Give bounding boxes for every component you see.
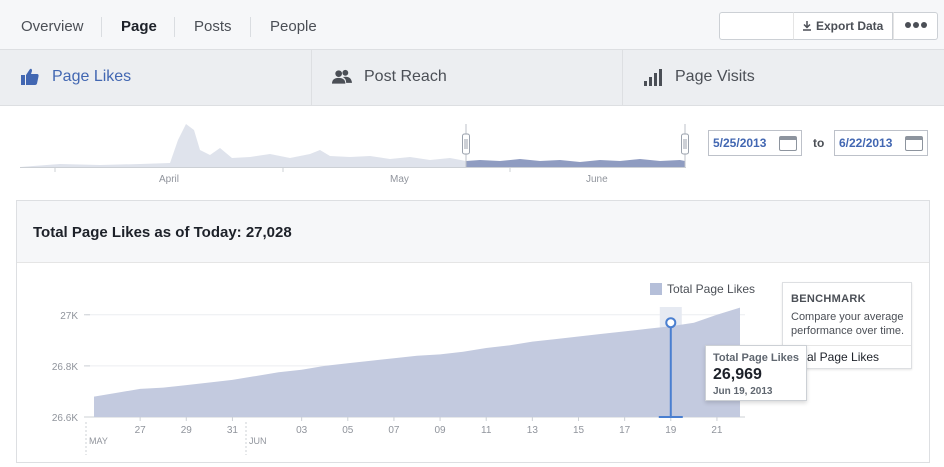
x-tick-label: 05	[342, 425, 354, 436]
start-date-input[interactable]: 5/25/2013	[708, 130, 802, 156]
chart-tooltip: Total Page Likes 26,969 Jun 19, 2013	[705, 345, 807, 401]
y-tick-label: 26.8K	[52, 362, 78, 373]
metric-tabs: Page Likes Post Reach Page Visits	[0, 50, 944, 106]
export-data-label: Export Data	[816, 19, 884, 33]
metric-tab-post-reach[interactable]: Post Reach	[312, 50, 623, 106]
y-tick-label: 26.6K	[52, 413, 78, 424]
tab-divider	[174, 17, 175, 37]
x-tick-label: 27	[135, 425, 147, 436]
tab-people[interactable]: People	[270, 18, 317, 35]
x-tick-label: 31	[227, 425, 239, 436]
x-tick-label: 09	[435, 425, 447, 436]
panel-header: Total Page Likes as of Today: 27,028	[17, 201, 929, 263]
page-likes-panel: Total Page Likes as of Today: 27,028	[16, 200, 930, 463]
total-page-likes-area	[94, 307, 740, 417]
metric-tab-page-visits[interactable]: Page Visits	[623, 50, 944, 106]
range-month-label: May	[390, 174, 409, 185]
tab-page[interactable]: Page	[121, 18, 157, 35]
benchmark-item-total-page-likes[interactable]: Total Page Likes	[783, 345, 911, 369]
toolbar-blank-button[interactable]	[719, 12, 793, 40]
tab-divider	[101, 17, 102, 37]
tab-posts[interactable]: Posts	[194, 18, 232, 35]
legend-label: Total Page Likes	[667, 282, 756, 296]
end-date-input[interactable]: 6/22/2013	[834, 130, 928, 156]
x-tick-label: 29	[181, 425, 193, 436]
range-overview-area	[20, 124, 466, 167]
range-month-ticks	[54, 167, 511, 172]
y-tick-label: 27K	[60, 311, 78, 322]
range-month-label: April	[159, 174, 180, 185]
x-tick-label: 11	[481, 425, 492, 436]
benchmark-box: BENCHMARK Compare your average performan…	[782, 282, 912, 369]
x-tick-label: 07	[388, 425, 400, 436]
end-date-value: 6/22/2013	[839, 136, 893, 150]
metric-tab-page-likes[interactable]: Page Likes	[0, 50, 312, 106]
people-icon	[332, 69, 352, 84]
page-likes-chart[interactable]: 27 29 31 03 05 07 09 11 13 15 17 19 21 26.6K 26.8K 27K…	[0, 262, 780, 467]
thumbs-up-icon	[21, 68, 39, 85]
range-overview-chart[interactable]	[0, 110, 700, 190]
date-range-to-label: to	[813, 136, 825, 150]
x-tick-label: 21	[711, 425, 723, 436]
export-data-button[interactable]: Export Data	[793, 12, 893, 40]
month-label: JUN	[249, 436, 267, 446]
x-tick-label: 03	[296, 425, 308, 436]
tooltip-date: Jun 19, 2013	[713, 386, 773, 397]
ellipsis-icon	[904, 16, 928, 33]
x-tick-label: 15	[573, 425, 585, 436]
start-date-value: 5/25/2013	[713, 136, 767, 150]
download-icon	[803, 21, 811, 31]
benchmark-title: BENCHMARK	[791, 293, 866, 305]
tab-divider	[250, 17, 251, 37]
legend-swatch	[650, 283, 662, 295]
x-tick-label: 13	[527, 425, 539, 436]
top-nav: Overview Page Posts People Export Data	[0, 0, 944, 50]
range-month-label: June	[586, 174, 608, 185]
range-selected-area	[466, 159, 685, 167]
metric-label-page-visits: Page Visits	[675, 68, 755, 85]
x-tick-label: 17	[619, 425, 631, 436]
metric-label-page-likes: Page Likes	[52, 68, 132, 85]
tooltip-label: Total Page Likes	[713, 352, 799, 364]
calendar-icon[interactable]	[779, 136, 797, 151]
highlight-point	[665, 317, 677, 329]
tab-overview[interactable]: Overview	[21, 18, 84, 35]
x-tick-label: 19	[665, 425, 677, 436]
calendar-icon[interactable]	[905, 136, 923, 151]
range-right-handle[interactable]	[681, 133, 689, 155]
chart-legend[interactable]: Total Page Likes	[650, 282, 755, 296]
panel-title: Total Page Likes as of Today: 27,028	[33, 224, 292, 241]
tooltip-value: 26,969	[713, 366, 762, 383]
month-label: MAY	[89, 436, 108, 446]
benchmark-description: Compare your average performance over ti…	[791, 311, 905, 337]
metric-label-post-reach: Post Reach	[364, 68, 447, 85]
bar-chart-icon	[644, 69, 662, 86]
range-left-handle[interactable]	[462, 133, 470, 155]
more-options-button[interactable]	[893, 12, 938, 40]
